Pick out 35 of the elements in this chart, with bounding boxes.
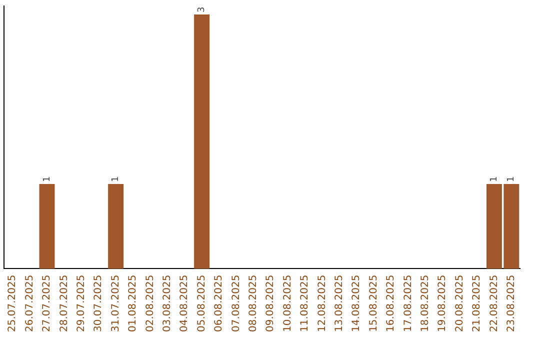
x-tick-label: 22.08.2025 bbox=[488, 274, 500, 332]
data-label: 1 bbox=[42, 176, 52, 182]
x-tick-label: 31.07.2025 bbox=[110, 274, 122, 332]
x-tick-label: 20.08.2025 bbox=[454, 274, 466, 332]
data-label: 1 bbox=[111, 176, 122, 182]
x-tick-label: 15.08.2025 bbox=[368, 274, 380, 332]
x-tick-label: 13.08.2025 bbox=[334, 274, 345, 332]
x-tick-label: 04.08.2025 bbox=[179, 274, 190, 332]
x-tick-label: 19.08.2025 bbox=[437, 274, 448, 332]
x-tick-label: 08.08.2025 bbox=[248, 274, 259, 332]
x-tick-label: 26.07.2025 bbox=[24, 274, 36, 332]
x-tick-label: 21.08.2025 bbox=[472, 274, 483, 332]
x-tick-label: 16.08.2025 bbox=[386, 274, 397, 332]
x-tick-label: 30.07.2025 bbox=[93, 274, 104, 332]
x-tick-label: 17.08.2025 bbox=[402, 274, 414, 332]
x-tick-label: 12.08.2025 bbox=[316, 274, 328, 332]
x-tick-label: 25.07.2025 bbox=[7, 274, 18, 332]
data-label: 3 bbox=[197, 6, 208, 12]
x-tick-label: 09.08.2025 bbox=[265, 274, 276, 332]
data-label: 1 bbox=[506, 176, 517, 182]
x-tick-label: 27.07.2025 bbox=[42, 274, 53, 332]
x-tick-label: 23.08.2025 bbox=[506, 274, 517, 332]
x-tick-label: 18.08.2025 bbox=[420, 274, 431, 332]
x-tick-label: 28.07.2025 bbox=[58, 274, 70, 332]
x-tick-label: 01.08.2025 bbox=[128, 274, 139, 332]
x-tick-label: 05.08.2025 bbox=[196, 274, 208, 332]
data-label: 1 bbox=[490, 176, 500, 182]
x-tick-label: 03.08.2025 bbox=[162, 274, 173, 332]
x-tick-label: 11.08.2025 bbox=[300, 274, 311, 332]
x-tick-label: 07.08.2025 bbox=[230, 274, 242, 332]
x-tick-label: 29.07.2025 bbox=[76, 274, 87, 332]
x-tick-label: 14.08.2025 bbox=[351, 274, 362, 332]
x-tick-label: 06.08.2025 bbox=[214, 274, 225, 332]
x-tick-label: 02.08.2025 bbox=[144, 274, 156, 332]
x-tick-label: 10.08.2025 bbox=[282, 274, 294, 332]
